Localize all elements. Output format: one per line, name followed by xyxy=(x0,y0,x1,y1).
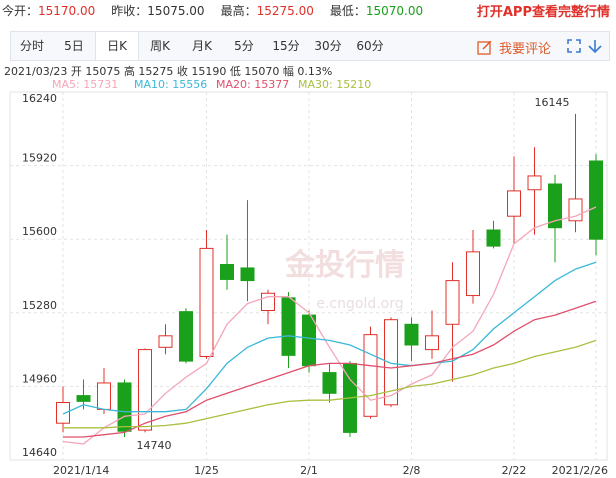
tab[interactable]: 分时 xyxy=(19,39,44,53)
y-tick-label: 15920 xyxy=(22,152,57,165)
tab[interactable]: 5日 xyxy=(64,39,84,53)
ma-line xyxy=(62,206,597,445)
stat-label: 昨收： xyxy=(111,4,148,18)
stat: 最高：15275.00 xyxy=(221,2,314,19)
x-tick-label: 2021/1/14 xyxy=(53,464,109,477)
x-tick-label: 2/22 xyxy=(502,464,527,477)
candle-body xyxy=(589,160,603,240)
tab[interactable]: 日K xyxy=(95,32,139,60)
y-tick-label: 16240 xyxy=(22,92,57,105)
candle-body xyxy=(466,251,480,297)
tab-bar: 我要评论 分时 5日 日K 周K 月K 5分 15分 30分 60分 xyxy=(10,31,610,61)
tab[interactable]: 15分 xyxy=(272,39,300,53)
y-tick-label: 14960 xyxy=(22,372,57,385)
candle-body xyxy=(527,175,542,191)
watermark-url: e.cngold.org xyxy=(316,296,403,312)
watermark: 金投行情 xyxy=(284,248,405,283)
min-label: 14740 xyxy=(137,439,172,452)
candle-body xyxy=(507,190,521,217)
candle-body xyxy=(56,402,70,424)
stat: 最低：15070.00 xyxy=(330,2,423,19)
x-tick-label: 2021/2/26 xyxy=(552,464,608,477)
candle-body xyxy=(240,267,255,282)
candle-body xyxy=(302,314,316,367)
candle-body xyxy=(322,372,337,394)
ma-line xyxy=(62,261,597,415)
candle-body xyxy=(445,280,460,325)
tab[interactable]: 周K xyxy=(150,39,170,53)
stat-label: 今开： xyxy=(2,4,39,18)
stats-bar: 今开：15170.00 昨收：15075.00 最高：15275.00 最低：1507… xyxy=(2,2,423,19)
stat-value: 15275.00 xyxy=(256,4,314,18)
legend-entry: MA30: 15210 xyxy=(298,78,371,91)
edit-icon xyxy=(477,40,492,55)
legend-entry: MA20: 15377 xyxy=(216,78,289,91)
legend-entry: MA5: 15731 xyxy=(52,78,118,91)
stat-value: 15170.00 xyxy=(38,4,96,18)
candle-body xyxy=(425,335,439,351)
toolbar-icons[interactable] xyxy=(567,39,607,53)
x-tick-label: 1/25 xyxy=(194,464,219,477)
y-tick-label: 15600 xyxy=(22,225,57,238)
ma-line xyxy=(63,339,597,429)
tab[interactable]: 月K xyxy=(192,39,212,53)
candle-body xyxy=(261,292,275,311)
legend-entry: MA10: 15556 xyxy=(134,78,207,91)
tab[interactable]: 5分 xyxy=(234,39,254,53)
candle-body xyxy=(548,183,562,229)
x-tick-label: 2/8 xyxy=(403,464,421,477)
tab[interactable]: 60分 xyxy=(356,39,384,53)
ma-line xyxy=(63,300,597,438)
candle-body xyxy=(384,319,398,406)
candle-body xyxy=(158,335,173,348)
stat-label: 最高： xyxy=(220,4,257,18)
stat-value: 15070.00 xyxy=(365,4,424,18)
stat: 昨收：15075.00 xyxy=(111,2,204,19)
candle-body xyxy=(179,311,193,362)
comment-label: 我要评论 xyxy=(499,42,552,57)
info-line: 2021/03/23 开 15075 高 15275 收 15190 低 150… xyxy=(4,64,332,78)
comment-button[interactable]: 我要评论 xyxy=(477,38,551,57)
open-app-link[interactable]: 打开APP查看完整行情 xyxy=(476,5,610,20)
y-tick-label: 14640 xyxy=(22,446,57,459)
candle-body xyxy=(117,382,132,432)
stat: 今开：15170.00 xyxy=(2,2,95,19)
candle-body xyxy=(281,297,296,356)
stat-value: 15075.00 xyxy=(147,4,205,18)
candle-body xyxy=(404,323,419,346)
candle-body xyxy=(76,395,91,402)
candle-body xyxy=(97,382,111,410)
stat-label: 最低： xyxy=(329,4,366,18)
candle-body xyxy=(220,264,234,280)
x-tick-label: 2/1 xyxy=(300,464,318,477)
candle-body xyxy=(363,334,378,417)
tab[interactable]: 30分 xyxy=(314,39,342,53)
candle-body xyxy=(199,247,214,357)
y-tick-label: 15280 xyxy=(22,299,57,312)
max-label: 16145 xyxy=(535,96,570,109)
candle-body xyxy=(138,349,152,431)
candle-body xyxy=(486,229,501,247)
